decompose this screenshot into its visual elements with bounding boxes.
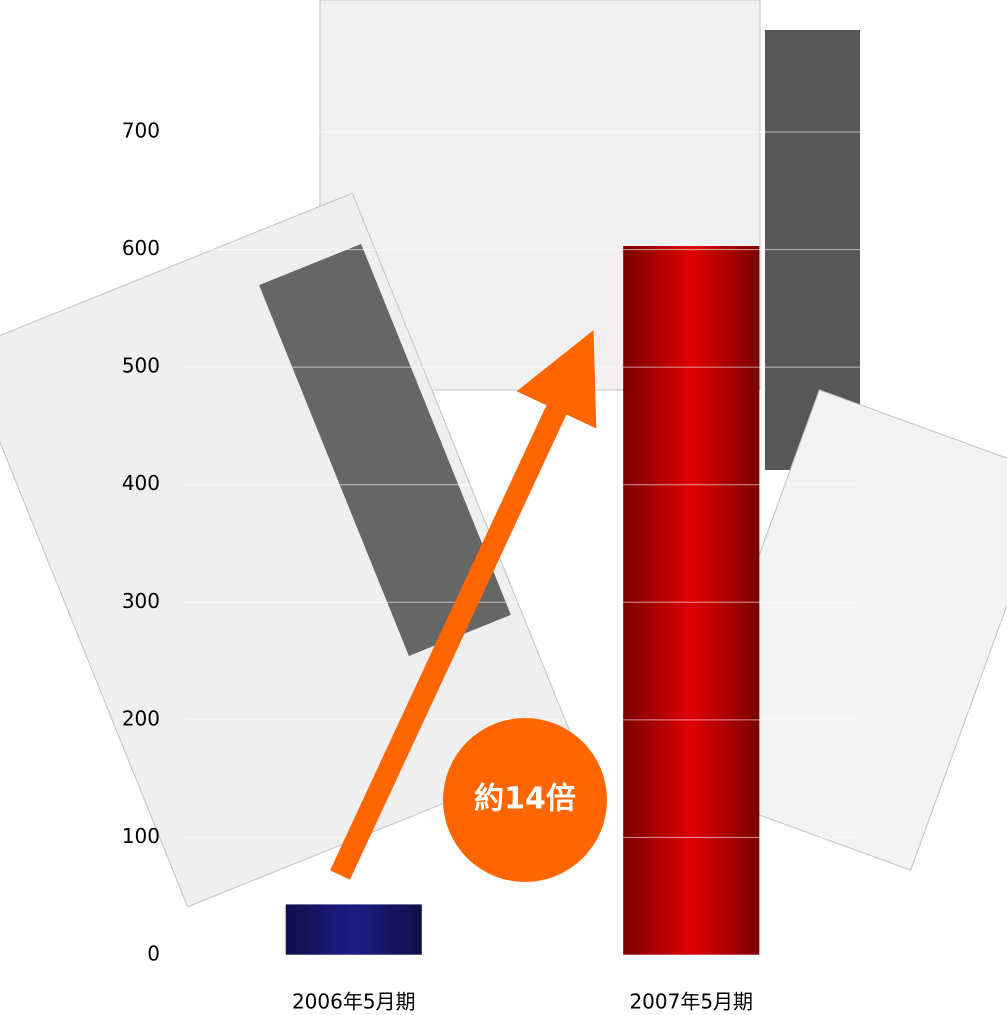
y-tick-label: 500 <box>122 354 160 378</box>
y-tick-label: 600 <box>122 236 160 260</box>
y-tick-label: 200 <box>122 706 160 730</box>
y-tick-label: 0 <box>147 942 160 966</box>
bar <box>623 246 760 955</box>
annotation: 約14倍 <box>474 782 576 817</box>
x-tick-label: 2006年5月期 <box>292 990 416 1014</box>
x-tick-label: 2007年5月期 <box>629 990 753 1014</box>
y-tick-label: 700 <box>122 119 160 143</box>
bar <box>285 904 422 955</box>
newspaper-background <box>0 0 1007 908</box>
annotation-circle <box>443 718 607 882</box>
y-tick-label: 400 <box>122 471 160 495</box>
arrow <box>330 330 597 880</box>
y-tick-label: 300 <box>122 589 160 613</box>
y-tick-label: 100 <box>122 824 160 848</box>
